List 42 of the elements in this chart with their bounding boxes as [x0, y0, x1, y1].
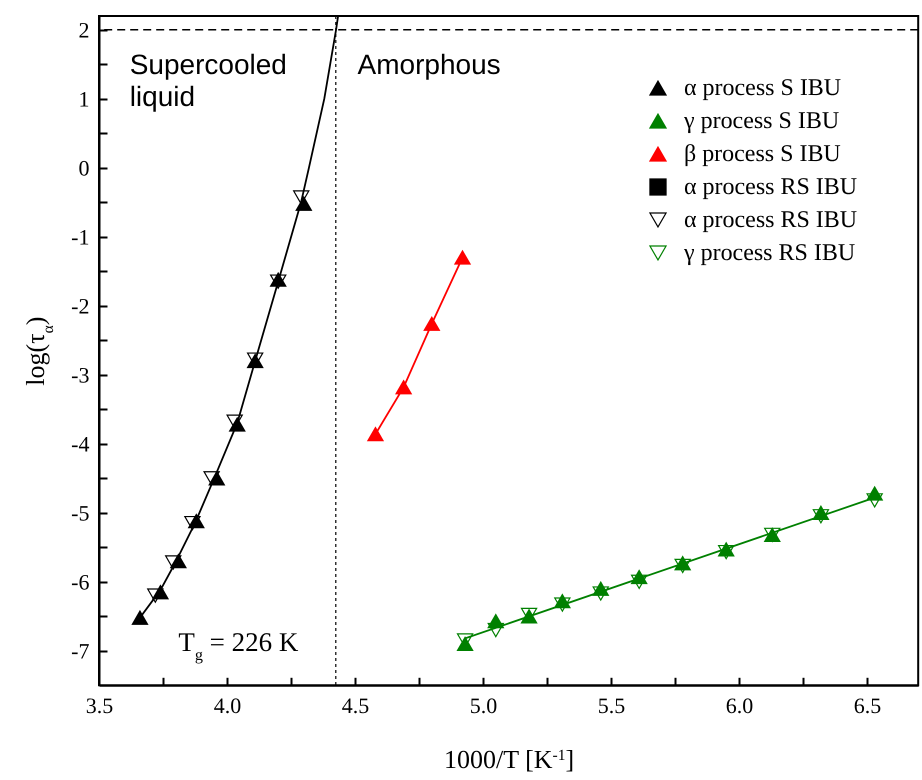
point: [367, 426, 384, 442]
legend-label: α process RS IBU: [684, 207, 858, 233]
point: [296, 196, 312, 211]
legend-label: α process RS IBU: [684, 174, 858, 200]
point: [630, 574, 648, 589]
point: [293, 190, 310, 205]
point: [165, 555, 182, 570]
point: [488, 622, 504, 638]
y-tick-label: 0: [78, 155, 90, 180]
annotation: T$_{g}$ = 226 K: [178, 626, 299, 664]
point: [147, 588, 164, 603]
point: [395, 380, 412, 394]
y-tick-label: -1: [71, 224, 90, 250]
x-axis-title: 1000/T [K$^{-1}$]: [444, 744, 574, 774]
annotation: Amorphous: [358, 48, 501, 80]
legend-label: γ process RS IBU: [682, 240, 856, 266]
y-tick-label: 2: [78, 17, 90, 42]
y-tick-label: -5: [71, 500, 90, 526]
x-tick-label: 4.5: [342, 692, 370, 718]
legend-label: β process S IBU: [684, 141, 841, 167]
point: [866, 493, 883, 508]
legend-label: γ process S IBU: [682, 108, 840, 134]
x-tick-label: 5.0: [470, 692, 498, 718]
y-tick-label: -2: [71, 293, 90, 318]
y-tick-label: -6: [71, 569, 90, 594]
point: [424, 316, 440, 331]
annotation: Supercooled liquid: [130, 48, 287, 112]
x-tick-label: 6.0: [726, 692, 754, 718]
y-tick-label: -4: [71, 431, 90, 456]
point: [184, 516, 201, 530]
x-tick-label: 5.5: [598, 692, 626, 718]
x-tick-label: 4.0: [214, 692, 242, 718]
point: [454, 250, 471, 265]
y-tick-label: -3: [71, 362, 90, 388]
y-tick-label: 1: [78, 86, 90, 112]
x-tick-label: 3.5: [86, 692, 114, 718]
legend-label: α process S IBU: [684, 75, 842, 101]
y-tick-label: -7: [71, 638, 90, 664]
x-tick-label: 6.5: [854, 692, 882, 718]
point: [132, 610, 148, 625]
point: [592, 586, 609, 601]
point: [203, 471, 220, 486]
